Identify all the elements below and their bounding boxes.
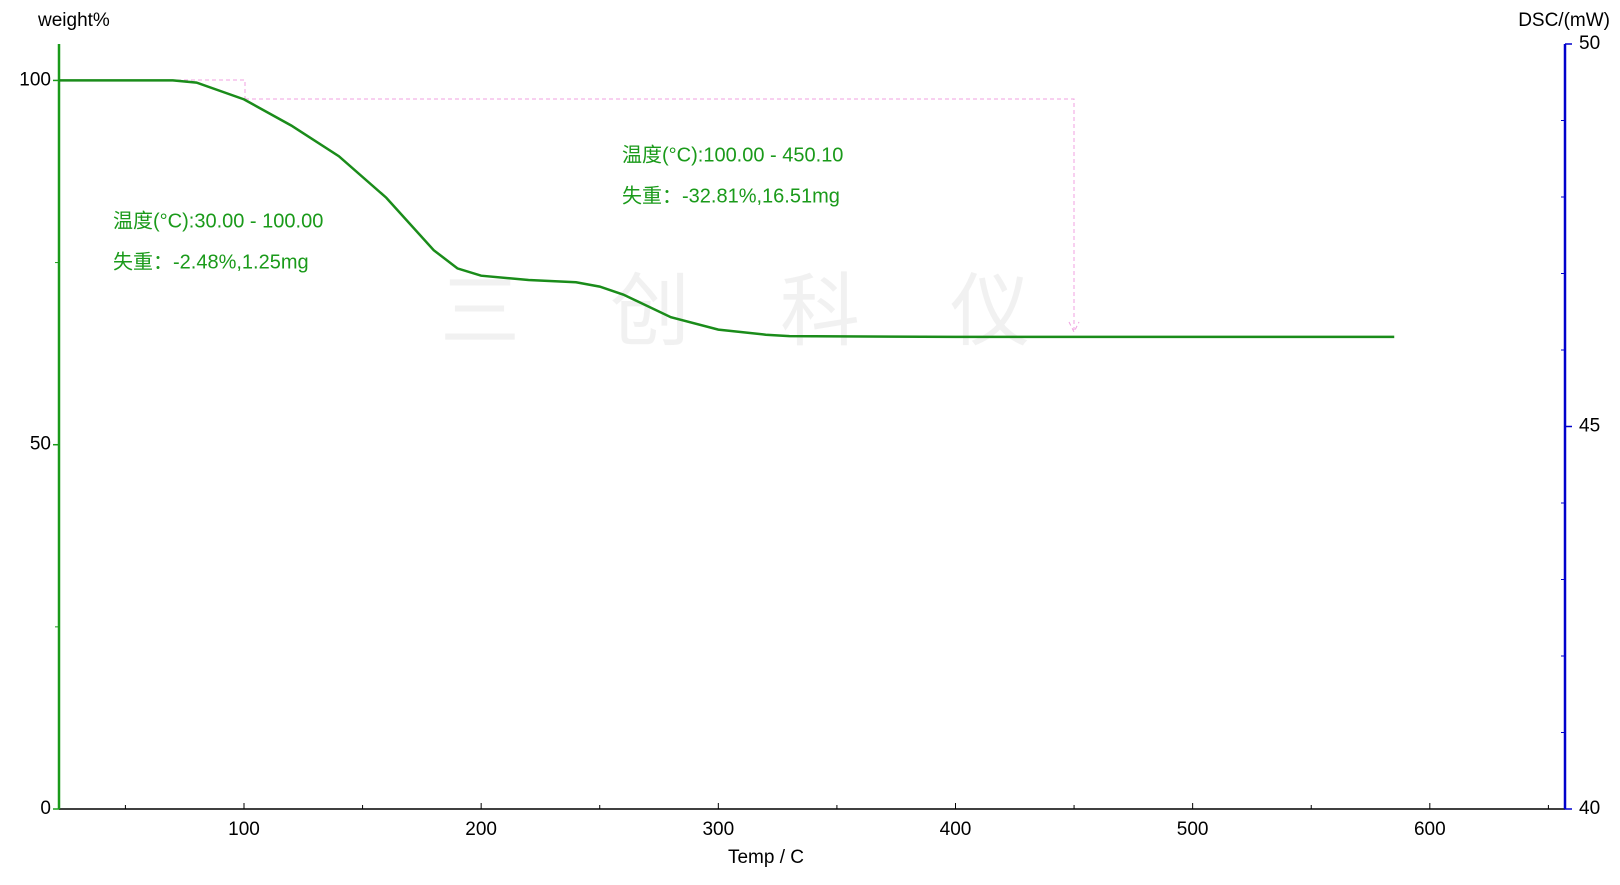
x-tick-label: 100: [228, 819, 260, 840]
range-marker: [170, 79, 246, 99]
range-marker: [245, 98, 1075, 330]
x-tick-label: 300: [702, 819, 734, 840]
arrow-head: [1068, 321, 1080, 334]
y2-tick-label: 50: [1579, 33, 1600, 54]
x-axis-label: Temp / C: [728, 847, 804, 868]
x-tick-label: 500: [1177, 819, 1209, 840]
x-tick-label: 200: [465, 819, 497, 840]
y2-tick-label: 40: [1579, 798, 1600, 819]
y-tick-label: 0: [40, 798, 51, 819]
annotation: 失重：-32.81%,16.51mg: [622, 184, 840, 207]
annotation: 温度(°C):100.00 - 450.10: [622, 143, 843, 166]
y2-tick-label: 45: [1579, 416, 1600, 437]
range-markers: [170, 79, 1080, 334]
y2-axis-label: DSC/(mW): [1518, 10, 1610, 31]
annotation: 温度(°C):30.00 - 100.00: [113, 209, 323, 232]
y-tick-label: 100: [19, 69, 51, 90]
weight-curve: [59, 79, 1395, 339]
y-axis-label: weight%: [37, 10, 110, 31]
x-tick-label: 600: [1414, 819, 1446, 840]
y-tick-label: 50: [30, 434, 51, 455]
x-tick-label: 400: [940, 819, 972, 840]
annotation: 失重：-2.48%,1.25mg: [113, 250, 309, 273]
